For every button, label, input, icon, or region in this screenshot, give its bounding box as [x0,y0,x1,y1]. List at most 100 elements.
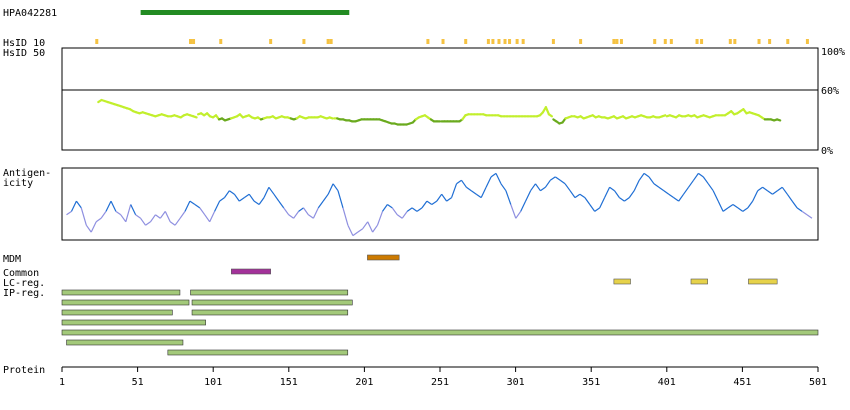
antigenicity-line-segment [530,183,536,192]
hsid10-mark [515,39,519,44]
antigenicity-line-segment [549,176,556,181]
antigenicity-line-segment [327,183,334,195]
antigenicity-line-segment [786,193,793,202]
antigenicity-line-segment [767,190,773,195]
ip-reg-segment [61,299,190,306]
antigenicity-line-segment [791,200,798,209]
antigenicity-line-segment [238,197,245,202]
hsid10-mark [269,39,273,44]
hsid10-mark [521,39,525,44]
antigenicity-line-segment [233,193,240,202]
antigenicity-line-segment [510,204,517,219]
antigenicity-line-segment [643,172,650,178]
antigenicity-line-segment [125,204,132,222]
antigenicity-line-segment [554,176,561,181]
antigenicity-line-segment [426,200,433,205]
ip-reg-segment [191,309,349,316]
antigenicity-line-segment [337,190,344,209]
protein-axis-tick-label: 151 [280,377,298,388]
antigenicity-line-segment [303,207,309,216]
common-segment [231,268,271,275]
antigenicity-line-segment [204,214,211,223]
ip-reg-segment [61,309,173,316]
antigenicity-line-segment [614,190,620,198]
lc-reg-segment [690,278,708,285]
antigenicity-line-segment [332,183,339,192]
antigenicity-line-segment [796,207,803,212]
hsid10-mark [426,39,430,44]
hsid10-mark [786,39,790,44]
hsid10-mark [551,39,555,44]
protein-axis-tick-label: 401 [658,377,676,388]
hsid10-mark [219,39,223,44]
hsid50-line-segment [328,116,334,120]
antigenicity-line-segment [224,190,230,198]
antigenicity-line-segment [357,228,364,233]
antigenicity-line-segment [120,214,127,223]
ip-reg-segment [190,289,349,296]
antigenicity-line-segment [707,183,714,192]
hsid10-mark [695,39,699,44]
antigenicity-line-segment [762,186,768,192]
antigenicity-line-segment [451,183,458,198]
antigenicity-line-segment [248,193,255,202]
antigenicity-line-segment [693,173,699,181]
antigenicity-line-segment [95,217,102,223]
hsid10-mark [700,39,704,44]
protein-axis-tick-label: 351 [582,377,600,388]
antigenicity-line-segment [727,204,734,209]
ip-reg-segment [61,289,181,296]
antigenicity-line-segment [179,211,186,219]
hsid10-mark [192,39,196,44]
antigenicity-line-segment [663,190,670,195]
antigenicity-line-segment [540,186,546,192]
hsid50-label: HsID 50 [3,48,45,59]
antigenicity-line-segment [258,197,265,205]
antigenicity-line-segment [401,211,408,219]
antigenicity-line-segment [584,197,591,205]
protein-label: Protein [3,365,45,376]
antigenicity-line-segment [376,211,384,226]
hsid10-mark [669,39,673,44]
antigenicity-line-segment [243,193,250,199]
antibody-bar [140,10,350,15]
antigenicity-line-segment [470,190,477,195]
hsid10-mark [579,39,583,44]
antigenicity-line-segment [594,207,601,212]
lc-reg-segment [613,278,631,285]
hsid50-line-segment [544,106,551,116]
hsid10-mark [486,39,490,44]
antigenicity-line-segment [569,190,576,198]
antigenicity-line-segment [169,221,176,226]
antigenicity-line-segment [702,176,709,185]
hsid50-ytick-60: 60% [821,86,839,97]
antigenicity-line-segment [90,221,97,233]
antigenicity-line-segment [199,207,206,216]
hsid10-mark [491,39,495,44]
antigenicity-line-segment [80,207,87,226]
antigenicity-line-segment [421,200,428,209]
antigenicity-line-segment [150,214,156,223]
mdm-label: MDM [3,254,21,265]
antigenicity-line-segment [599,197,606,209]
antigenicity-line-segment [219,197,225,202]
antigenicity-line-segment [396,214,403,219]
antigenicity-line-segment [673,197,680,202]
antigenicity-line-segment [698,172,704,178]
antigenicity-line-segment [535,183,541,192]
antigenicity-line-segment [283,207,290,216]
antigenicity-line-segment [604,187,611,198]
common-label: Common [3,268,39,279]
antigenicity-line-segment [619,197,625,202]
hsid10-mark [615,39,619,44]
antigenicity-line-segment [520,200,527,212]
hsid50-line-segment [661,114,667,118]
antigenicity-line-segment [155,214,161,219]
antigenicity-line-segment [431,200,438,205]
antigenicity-line-segment [436,193,443,202]
antigenicity-line-segment [382,204,388,212]
hsid10-label: HsID 10 [3,38,45,49]
antigenicity-line-segment [500,183,507,192]
hsid10-mark [728,39,732,44]
protein-axis-tick-label: 101 [204,377,222,388]
